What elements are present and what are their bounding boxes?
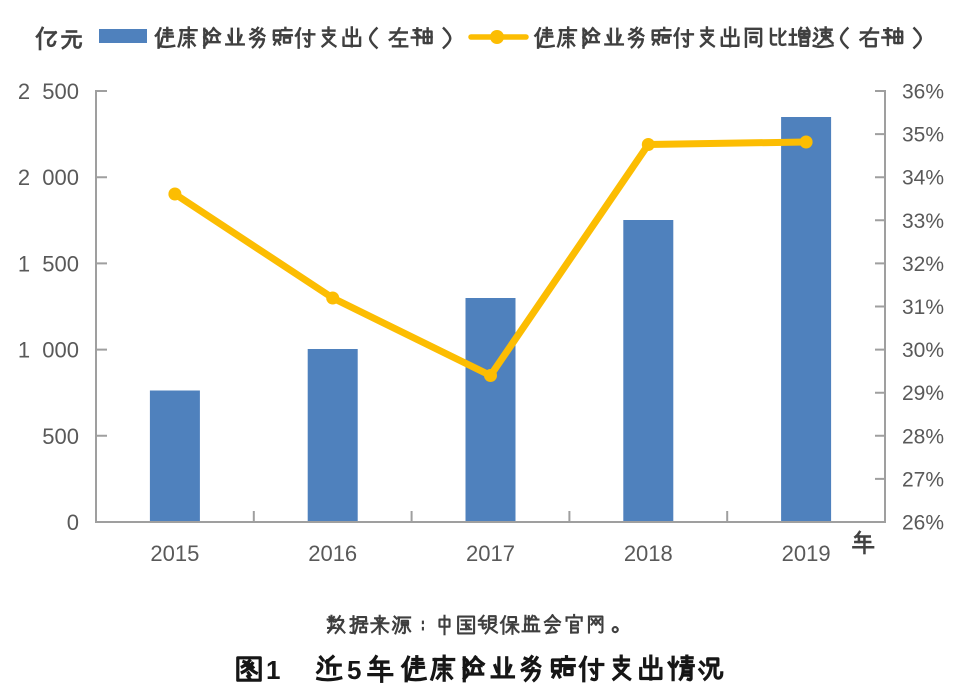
svg-text:1 500: 1 500 [18,251,79,276]
svg-text:29%: 29% [902,382,944,405]
svg-text:2 500: 2 500 [18,79,79,104]
svg-text:2015: 2015 [150,541,199,566]
svg-text:2019: 2019 [782,541,831,566]
svg-text:35%: 35% [902,124,944,147]
svg-text:30%: 30% [902,339,944,362]
svg-text:2 000: 2 000 [18,165,79,190]
svg-text:31%: 31% [902,296,944,319]
svg-text:1 000: 1 000 [18,338,79,363]
svg-text:1: 1 [266,655,280,685]
svg-text:500: 500 [42,424,79,449]
svg-text:33%: 33% [902,210,944,233]
svg-text:36%: 36% [902,81,944,104]
svg-text:32%: 32% [902,253,944,276]
svg-text:2018: 2018 [624,541,673,566]
svg-text:2017: 2017 [466,541,515,566]
svg-text:2016: 2016 [308,541,357,566]
svg-text:28%: 28% [902,425,944,448]
svg-text:34%: 34% [902,167,944,190]
svg-text:5: 5 [347,655,361,685]
svg-text:26%: 26% [902,512,944,535]
svg-text:27%: 27% [902,468,944,491]
svg-text:0: 0 [67,510,79,535]
